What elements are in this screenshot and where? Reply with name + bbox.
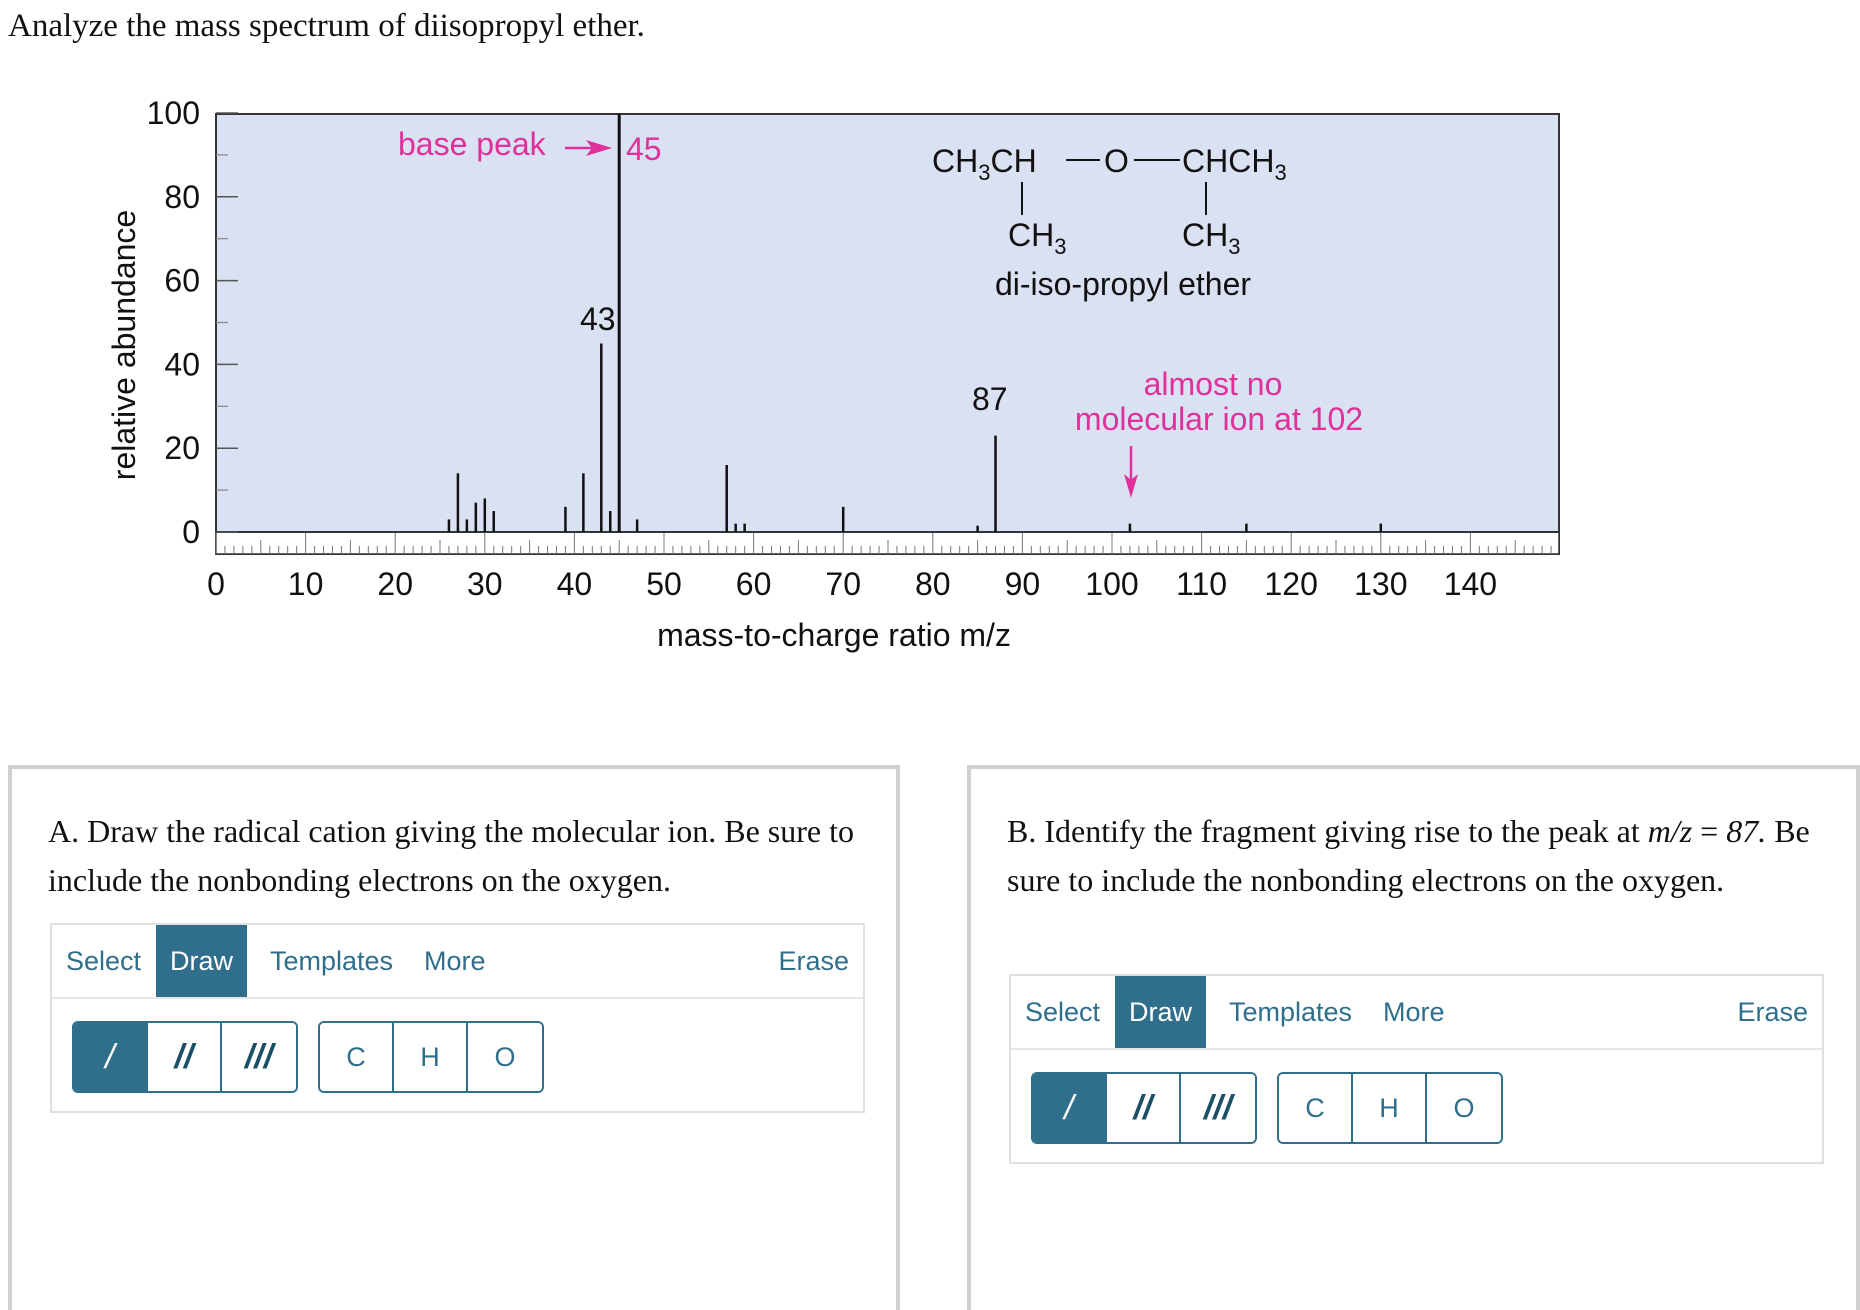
peak-label-87: 87 [972, 381, 1008, 417]
structure-editor-a[interactable]: Select Draw Templates More Erase / // //… [50, 923, 865, 1113]
erase-button[interactable]: Erase [778, 946, 849, 976]
double-bond-button[interactable]: // [1107, 1074, 1181, 1142]
svg-text:CHCH3: CHCH3 [1182, 143, 1287, 185]
y-tick-label: 0 [182, 514, 200, 550]
svg-text:CH3: CH3 [1182, 217, 1240, 259]
atom-tools-a: C H O [318, 1021, 544, 1093]
select-button[interactable]: Select [1025, 997, 1101, 1027]
draw-button[interactable]: Draw [156, 925, 248, 997]
structure-editor-b[interactable]: Select Draw Templates More Erase / // //… [1009, 974, 1824, 1164]
y-tick-label: 80 [164, 179, 200, 215]
prompt-b-pre: B. Identify the fragment giving rise to … [1007, 813, 1648, 849]
y-tick-label: 100 [147, 95, 200, 131]
oxygen-atom-button[interactable]: O [468, 1023, 542, 1091]
x-tick-label: 90 [1005, 566, 1041, 602]
erase-button[interactable]: Erase [1737, 997, 1808, 1027]
single-bond-button[interactable]: / [1033, 1074, 1107, 1142]
more-button[interactable]: More [424, 946, 486, 976]
compound-name: di-iso-propyl ether [995, 266, 1251, 302]
editor-menubar-b: Select Draw Templates More Erase [1011, 976, 1822, 1050]
peak-label-43: 43 [580, 301, 616, 337]
prompt-b-mz: m/z [1647, 813, 1693, 849]
triple-bond-button[interactable]: /// [222, 1023, 296, 1091]
question-panel-a: A. Draw the radical cation giving the mo… [8, 765, 900, 1310]
hydrogen-atom-button[interactable]: H [394, 1023, 468, 1091]
x-tick-label: 70 [825, 566, 861, 602]
more-button[interactable]: More [1383, 997, 1445, 1027]
prompt-b-post: Be sure to include the nonbonding electr… [1007, 813, 1810, 898]
draw-button[interactable]: Draw [1115, 976, 1207, 1048]
x-axis: 0 10 20 30 40 50 60 70 80 90 100 110 120 130 140 [207, 566, 1497, 602]
x-tick-label: 10 [288, 566, 324, 602]
x-tick-label: 110 [1176, 566, 1227, 602]
hydrogen-atom-button[interactable]: H [1353, 1074, 1427, 1142]
single-bond-button[interactable]: / [74, 1023, 148, 1091]
x-tick-label: 140 [1444, 566, 1497, 602]
x-tick-label: 20 [377, 566, 413, 602]
svg-text:CH3: CH3 [1008, 217, 1066, 259]
carbon-atom-button[interactable]: C [320, 1023, 394, 1091]
atom-tools-b: C H O [1277, 1072, 1503, 1144]
x-tick-label: 40 [557, 566, 593, 602]
y-tick-label: 40 [164, 346, 200, 382]
x-tick-label: 120 [1265, 566, 1318, 602]
prompt-b: B. Identify the fragment giving rise to … [1007, 807, 1827, 905]
prompt-a: A. Draw the radical cation giving the mo… [48, 813, 854, 898]
base-peak-arrow [565, 140, 612, 156]
x-tick-label: 60 [736, 566, 772, 602]
prompt-b-value: 87. [1726, 813, 1767, 849]
y-axis: 0 20 40 60 80 100 [147, 95, 238, 550]
oxygen-atom-button[interactable]: O [1427, 1074, 1501, 1142]
mass-spectrum-chart: 0 20 40 60 80 100 0 10 20 30 40 50 60 70 80 90 100 110 12… [106, 95, 1560, 653]
peak-label-45: 45 [626, 131, 662, 167]
x-tick-label: 50 [646, 566, 682, 602]
svg-text:O: O [1104, 143, 1129, 179]
triple-bond-button[interactable]: /// [1181, 1074, 1255, 1142]
templates-button[interactable]: Templates [1229, 997, 1353, 1027]
editor-menubar-a: Select Draw Templates More Erase [52, 925, 863, 999]
y-tick-label: 20 [164, 430, 200, 466]
double-bond-button[interactable]: // [148, 1023, 222, 1091]
x-axis-label: mass-to-charge ratio m/z [657, 617, 1011, 653]
plot-area [215, 113, 1560, 555]
templates-button[interactable]: Templates [270, 946, 394, 976]
y-axis-label: relative abundance [106, 210, 142, 480]
x-tick-label: 80 [915, 566, 951, 602]
x-axis-ruler [215, 531, 1560, 555]
peaks [447, 114, 1383, 532]
svg-text:CH3CH: CH3CH [932, 143, 1037, 185]
molecular-ion-arrow [1124, 446, 1138, 498]
prompt-b-eq: = [1692, 813, 1727, 849]
no-molecular-ion-line2: molecular ion at 102 [1075, 401, 1363, 437]
x-tick-label: 0 [207, 566, 225, 602]
no-molecular-ion-line1: almost no [1144, 366, 1283, 402]
bond-tools-a: / // /// [72, 1021, 298, 1093]
question-panel-b: B. Identify the fragment giving rise to … [967, 765, 1860, 1310]
select-button[interactable]: Select [66, 946, 142, 976]
structure-diagram: CH3CH O CHCH3 CH3 CH3 [932, 143, 1287, 259]
x-tick-label: 100 [1085, 566, 1138, 602]
x-tick-label: 130 [1354, 566, 1407, 602]
question-text: Analyze the mass spectrum of diisopropyl… [8, 8, 645, 44]
x-tick-label: 30 [467, 566, 503, 602]
carbon-atom-button[interactable]: C [1279, 1074, 1353, 1142]
base-peak-label: base peak [398, 126, 547, 162]
bond-tools-b: / // /// [1031, 1072, 1257, 1144]
y-tick-label: 60 [164, 263, 200, 299]
